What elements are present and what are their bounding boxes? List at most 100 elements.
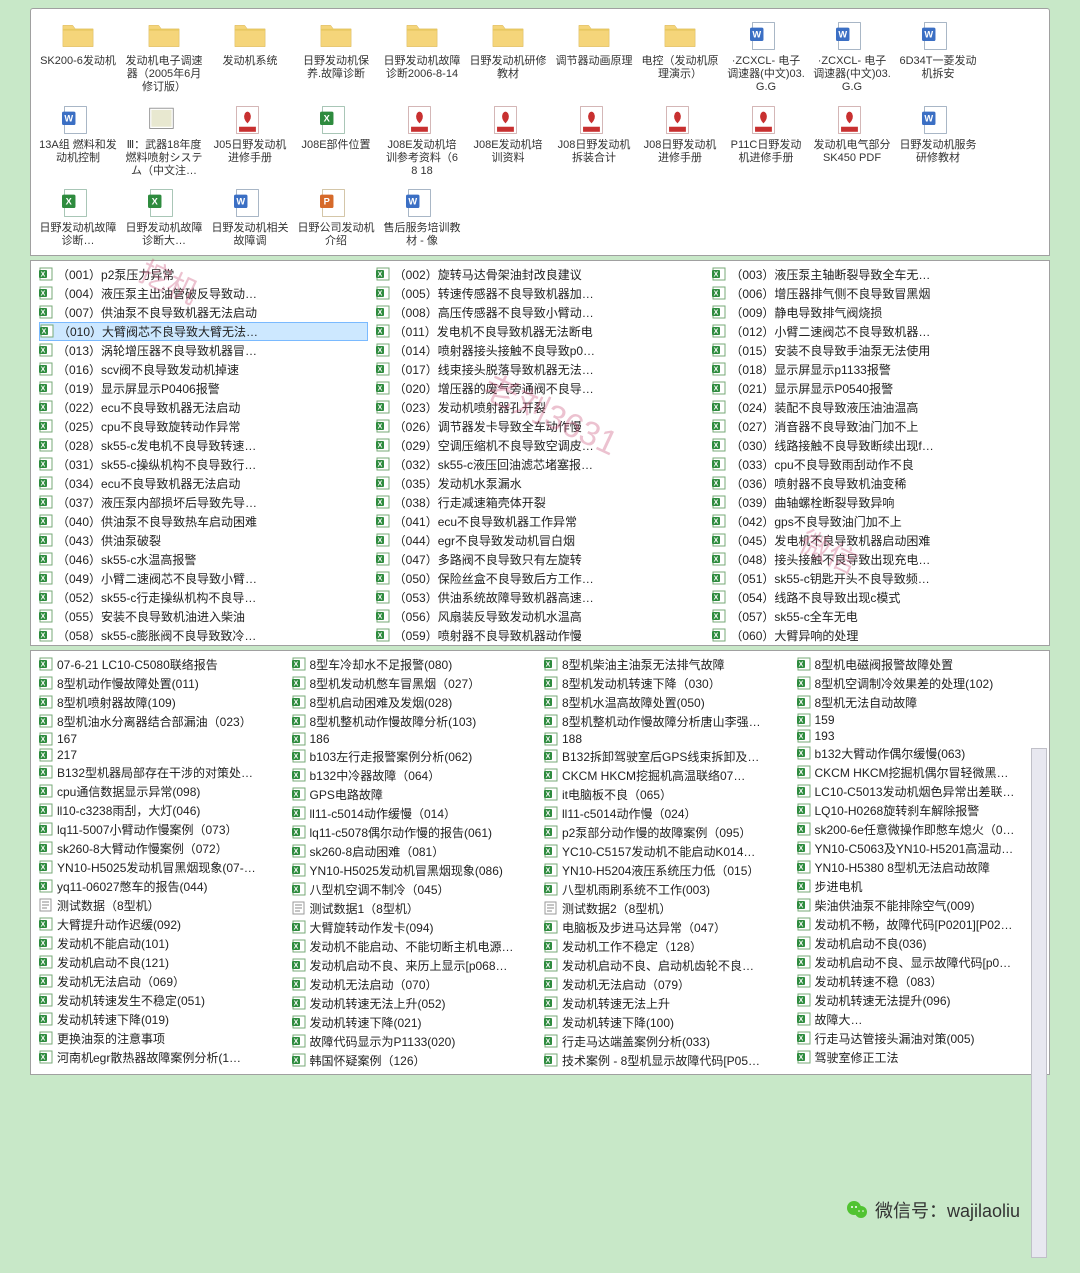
list-item[interactable]: （043）供油泵破裂 <box>39 531 368 550</box>
list-item[interactable]: 发动机不能启动、不能切断主机电源… <box>292 937 537 956</box>
file-item[interactable]: P11C日野发动机进修手册 <box>727 101 805 181</box>
list-item[interactable]: 8型机整机动作慢故障分析唐山李强… <box>544 712 789 731</box>
list-item[interactable]: 发动机工作不稳定（128） <box>544 937 789 956</box>
list-item[interactable]: b132大臂动作偶尔缓慢(063) <box>797 744 1042 763</box>
list-item[interactable]: （055）安装不良导致机油进入柴油 <box>39 607 368 626</box>
list-item[interactable]: （060）大臂异响的处理 <box>712 626 1041 645</box>
list-item[interactable]: （041）ecu不良导致机器工作异常 <box>376 512 705 531</box>
list-item[interactable]: 8型机电磁阀报警故障处置 <box>797 655 1042 674</box>
list-item[interactable]: 8型机动作慢故障处置(011) <box>39 674 284 693</box>
list-item[interactable]: 韩国怀疑案例（126） <box>292 1051 537 1070</box>
list-item[interactable]: 技术案例 - 8型机显示故障代码[P05… <box>544 1051 789 1070</box>
list-item[interactable]: （047）多路阀不良导致只有左旋转 <box>376 550 705 569</box>
list-item[interactable]: （020）增压器的废气旁通阀不良导… <box>376 379 705 398</box>
file-item[interactable]: 调节器动画原理 <box>555 17 633 97</box>
file-item[interactable]: 日野发动机故障诊断大… <box>125 184 203 250</box>
list-item[interactable]: （058）sk55-c膨胀阀不良导致致冷… <box>39 626 368 645</box>
list-item[interactable]: 行走马达管接头漏油对策(005) <box>797 1029 1042 1048</box>
list-item[interactable]: 8型机发动机憋车冒黑烟（027） <box>292 674 537 693</box>
list-item[interactable]: 发动机不能启动(101) <box>39 934 284 953</box>
list-item[interactable]: YN10-H5025发动机冒黑烟现象(086) <box>292 861 537 880</box>
list-item[interactable]: 188 <box>544 731 789 747</box>
list-item[interactable]: 发动机转速下降(021) <box>292 1013 537 1032</box>
list-item[interactable]: 发动机启动不良、显示故障代码[p0… <box>797 953 1042 972</box>
list-item[interactable]: （044）egr不良导致发动机冒白烟 <box>376 531 705 550</box>
list-item[interactable]: CKCM HKCM挖掘机偶尔冒轻微黑… <box>797 763 1042 782</box>
list-item[interactable]: （014）喷射器接头接触不良导致p0… <box>376 341 705 360</box>
list-item[interactable]: 8型机空调制冷效果差的处理(102) <box>797 674 1042 693</box>
file-item[interactable]: J08E发动机培训参考资料（6 8 18 <box>383 101 461 181</box>
list-item[interactable]: 柴油供油泵不能排除空气(009) <box>797 896 1042 915</box>
list-item[interactable]: 发动机无法启动（069） <box>39 972 284 991</box>
list-item[interactable]: yq11-06027憋车的报告(044) <box>39 877 284 896</box>
list-item[interactable]: （050）保险丝盒不良导致后方工作… <box>376 569 705 588</box>
list-item[interactable]: 186 <box>292 731 537 747</box>
list-item[interactable]: （059）喷射器不良导致机器动作慢 <box>376 626 705 645</box>
list-item[interactable]: （027）消音器不良导致油门加不上 <box>712 417 1041 436</box>
list-item[interactable]: ll11-c5014动作慢（024） <box>544 804 789 823</box>
list-item[interactable]: 8型机启动困难及发烟(028) <box>292 693 537 712</box>
list-item[interactable]: 167 <box>39 731 284 747</box>
list-item[interactable]: ll10-c3238雨刮，大灯(046) <box>39 801 284 820</box>
list-item[interactable]: p2泵部分动作慢的故障案例（095） <box>544 823 789 842</box>
file-item[interactable]: 发动机电子调速器（2005年6月修订版） <box>125 17 203 97</box>
list-item[interactable]: 193 <box>797 728 1042 744</box>
list-item[interactable]: 8型机柴油主油泵无法排气故障 <box>544 655 789 674</box>
list-item[interactable]: YN10-H5025发动机冒黑烟现象(07-… <box>39 858 284 877</box>
list-item[interactable]: （036）喷射器不良导致机油变稀 <box>712 474 1041 493</box>
list-item[interactable]: （005）转速传感器不良导致机器加… <box>376 284 705 303</box>
list-item[interactable]: 八型机雨刷系统不工作(003) <box>544 880 789 899</box>
list-item[interactable]: 8型机整机动作慢故障分析(103) <box>292 712 537 731</box>
list-item[interactable]: 发动机无法启动（079） <box>544 975 789 994</box>
list-item[interactable]: 电脑板及步进马达异常（047） <box>544 918 789 937</box>
list-item[interactable]: lq11-5007小臂动作慢案例（073） <box>39 820 284 839</box>
list-item[interactable]: （030）线路接触不良导致断续出现f… <box>712 436 1041 455</box>
list-item[interactable]: 发动机转速下降(019) <box>39 1010 284 1029</box>
list-item[interactable]: （010）大臂阀芯不良导致大臂无法… <box>39 322 368 341</box>
list-item[interactable]: （037）液压泵内部损坏后导致先导… <box>39 493 368 512</box>
list-item[interactable]: （022）ecu不良导致机器无法启动 <box>39 398 368 417</box>
list-item[interactable]: 发动机启动不良(036) <box>797 934 1042 953</box>
list-item[interactable]: GPS电路故障 <box>292 785 537 804</box>
list-item[interactable]: 159 <box>797 712 1042 728</box>
file-item[interactable]: 日野发动机保养.故障诊断 <box>297 17 375 97</box>
list-item[interactable]: YC10-C5157发动机不能启动K014… <box>544 842 789 861</box>
list-item[interactable]: B132拆卸驾驶室后GPS线束拆卸及… <box>544 747 789 766</box>
file-item[interactable]: 电控（发动机原理演示） <box>641 17 719 97</box>
list-item[interactable]: LQ10-H0268旋转刹车解除报警 <box>797 801 1042 820</box>
list-item[interactable]: YN10-C5063及YN10-H5201高温动… <box>797 839 1042 858</box>
list-item[interactable]: 发动机启动不良、来历上显示[p068… <box>292 956 537 975</box>
list-item[interactable]: （028）sk55-c发电机不良导致转速… <box>39 436 368 455</box>
list-item[interactable]: （024）装配不良导致液压油油温高 <box>712 398 1041 417</box>
list-item[interactable]: （012）小臂二速阀芯不良导致机器… <box>712 322 1041 341</box>
list-item[interactable]: it电脑板不良（065） <box>544 785 789 804</box>
list-item[interactable]: （001）p2泵压力异常 <box>39 265 368 284</box>
file-item[interactable]: 日野发动机相关故障调 <box>211 184 289 250</box>
file-item[interactable]: SK200-6发动机 <box>39 17 117 97</box>
list-item[interactable]: 河南机egr散热器故障案例分析(1… <box>39 1048 284 1067</box>
list-item[interactable]: （019）显示屏显示P0406报警 <box>39 379 368 398</box>
list-item[interactable]: 行走马达端盖案例分析(033) <box>544 1032 789 1051</box>
list-item[interactable]: （031）sk55-c操纵机构不良导致行… <box>39 455 368 474</box>
list-item[interactable]: 大臂旋转动作发卡(094) <box>292 918 537 937</box>
list-item[interactable]: （054）线路不良导致出现c模式 <box>712 588 1041 607</box>
list-item[interactable]: 8型机无法自动故障 <box>797 693 1042 712</box>
list-item[interactable]: 发动机转速下降(100) <box>544 1013 789 1032</box>
list-item[interactable]: 发动机不畅，故障代码[P0201][P02… <box>797 915 1042 934</box>
list-item[interactable]: （057）sk55-c全车无电 <box>712 607 1041 626</box>
list-item[interactable]: 发动机转速无法上升 <box>544 994 789 1013</box>
list-item[interactable]: 八型机空调不制冷（045） <box>292 880 537 899</box>
list-item[interactable]: （025）cpu不良导致旋转动作异常 <box>39 417 368 436</box>
list-item[interactable]: 发动机转速无法上升(052) <box>292 994 537 1013</box>
list-item[interactable]: （033）cpu不良导致雨刮动作不良 <box>712 455 1041 474</box>
list-item[interactable]: （048）接头接触不良导致出现充电… <box>712 550 1041 569</box>
file-item[interactable]: 日野发动机故障诊断… <box>39 184 117 250</box>
file-item[interactable]: 日野发动机服务研修教材 <box>899 101 977 181</box>
list-item[interactable]: （013）涡轮增压器不良导致机器冒… <box>39 341 368 360</box>
list-item[interactable]: （039）曲轴螺栓断裂导致异响 <box>712 493 1041 512</box>
list-item[interactable]: 发动机转速发生不稳定(051) <box>39 991 284 1010</box>
list-item[interactable]: （051）sk55-c钥匙开头不良导致频… <box>712 569 1041 588</box>
file-item[interactable]: 日野发动机研修教材 <box>469 17 547 97</box>
list-item[interactable]: 驾驶室修正工法 <box>797 1048 1042 1067</box>
list-item[interactable]: sk260-8启动困难（081） <box>292 842 537 861</box>
